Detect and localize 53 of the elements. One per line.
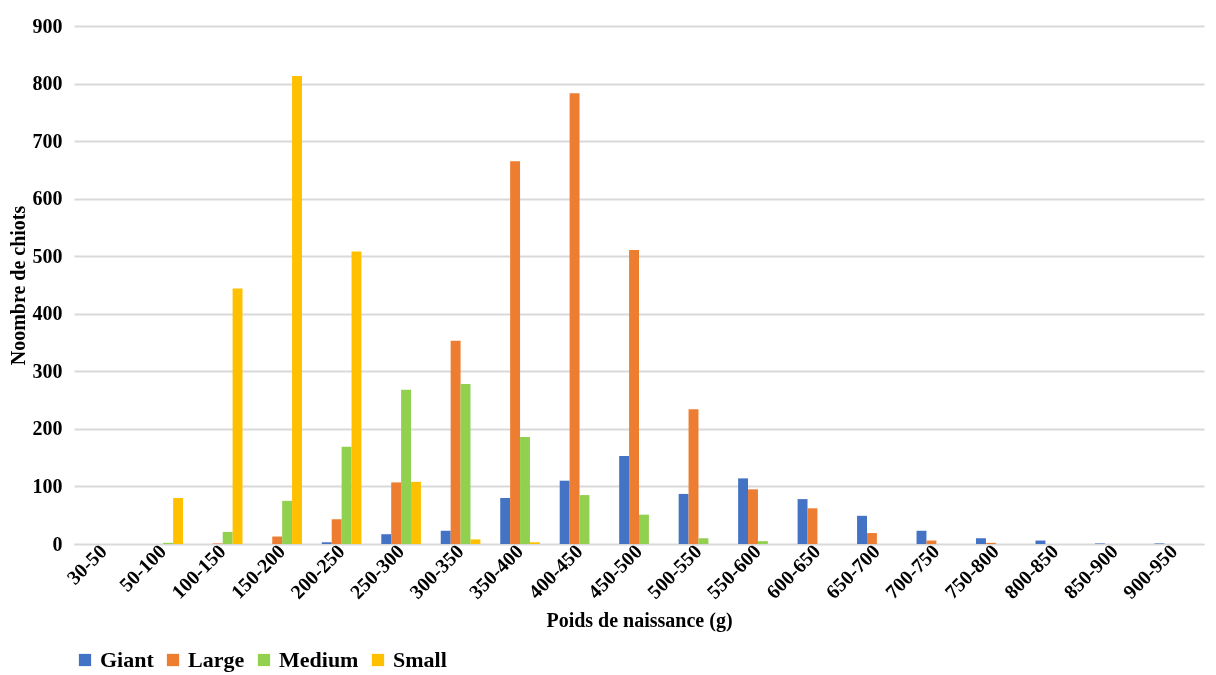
x-axis-title: Poids de naissance (g) (546, 608, 733, 632)
legend-label: Medium (279, 647, 359, 672)
bar (579, 495, 590, 544)
bar (629, 249, 639, 544)
bar (866, 533, 877, 544)
y-tick-label: 600 (32, 187, 63, 210)
bar (500, 497, 511, 544)
bar (411, 481, 421, 544)
y-tick-label: 800 (32, 72, 63, 95)
bar (698, 538, 709, 544)
bar (272, 536, 283, 544)
bar (173, 497, 184, 544)
legend-label: Giant (100, 647, 155, 672)
bar (857, 515, 867, 544)
bar (807, 508, 818, 544)
bar (222, 531, 233, 544)
bar (619, 455, 630, 544)
bar (738, 478, 749, 544)
bar (510, 161, 521, 544)
y-tick-label: 900 (32, 14, 63, 37)
y-axis-title: Noombre de chiots (6, 205, 29, 366)
bar (391, 482, 402, 544)
bar (450, 340, 461, 544)
y-tick-label: 0 (52, 532, 63, 555)
bar (440, 530, 451, 544)
bar (470, 539, 481, 544)
bar (401, 389, 412, 544)
bar (639, 514, 649, 544)
y-tick-label: 300 (32, 359, 63, 382)
bar (381, 534, 392, 544)
bar (341, 446, 352, 544)
bar (232, 288, 243, 544)
bar (688, 409, 699, 544)
bar (976, 538, 986, 544)
bar (569, 93, 580, 544)
bar (460, 384, 471, 544)
bar (559, 480, 570, 544)
bar (282, 500, 293, 544)
bar (292, 76, 302, 544)
y-tick-label: 200 (32, 417, 63, 440)
y-tick-label: 400 (32, 302, 63, 325)
bar (797, 499, 808, 544)
bar (757, 541, 768, 544)
y-tick-label: 500 (32, 244, 63, 267)
bar (331, 519, 342, 544)
bar (520, 436, 530, 544)
y-tick-label: 700 (32, 129, 63, 152)
bar (678, 493, 689, 544)
y-tick-label: 100 (32, 474, 63, 497)
bar (748, 489, 758, 544)
legend-label: Small (393, 647, 447, 672)
legend-label: Large (188, 647, 245, 672)
bar (351, 251, 362, 544)
